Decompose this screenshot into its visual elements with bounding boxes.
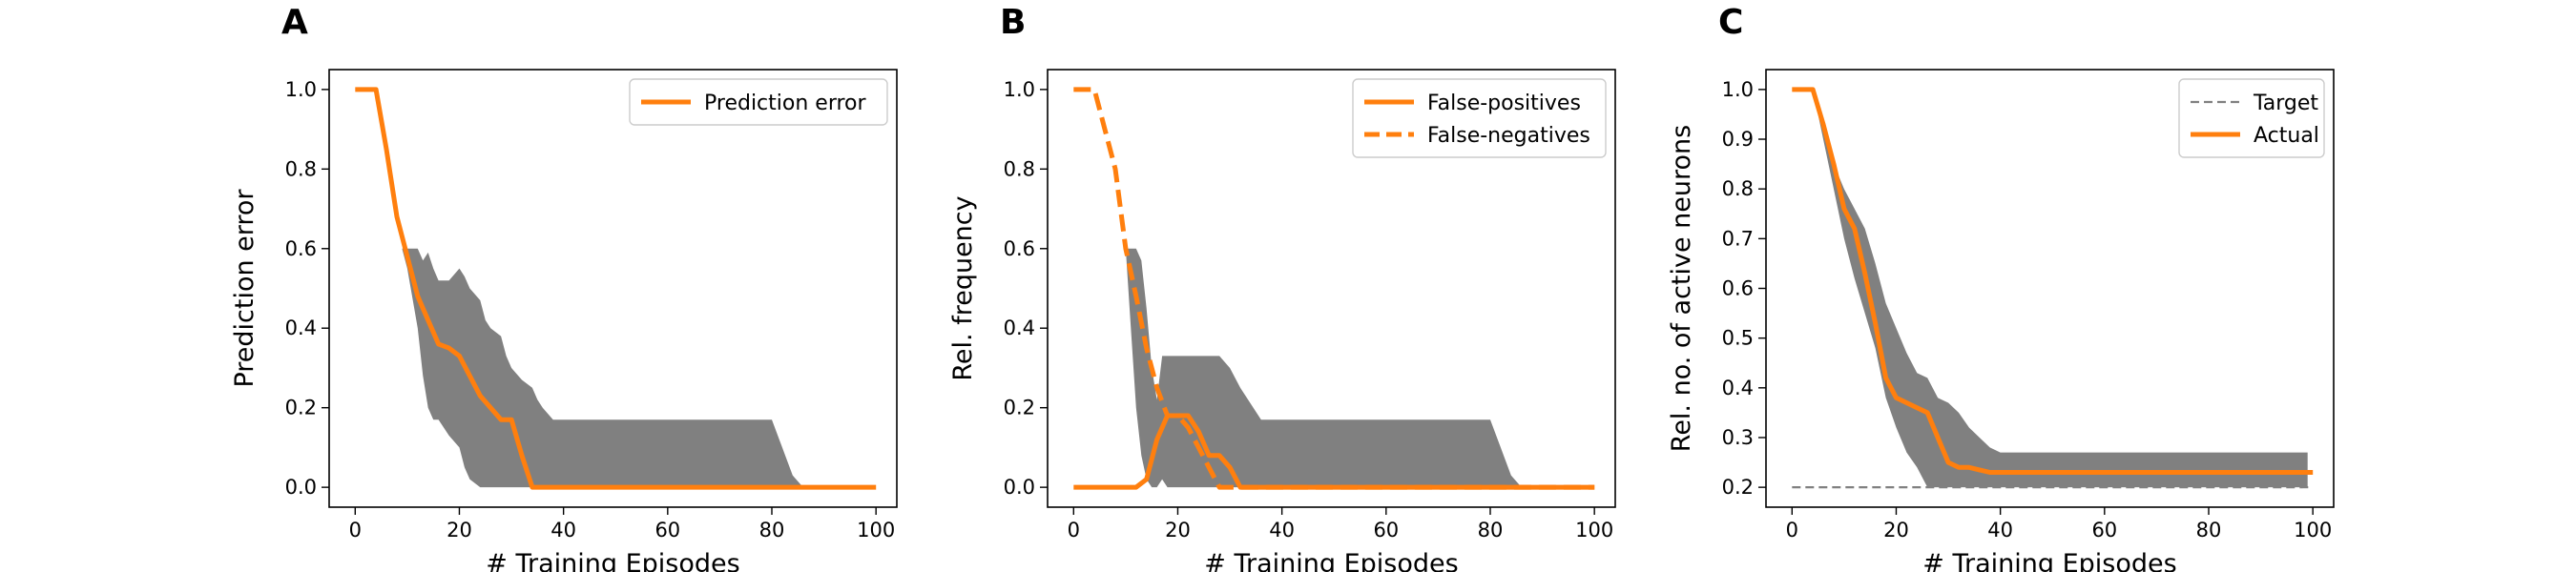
series-line-prediction-error bbox=[355, 87, 877, 490]
y-tick-label: 0.8 bbox=[1004, 157, 1035, 180]
y-tick-label: 0.9 bbox=[1722, 128, 1754, 151]
legend-label: Prediction error bbox=[704, 92, 866, 115]
y-axis-label: Rel. no. of active neurons bbox=[1667, 125, 1696, 452]
x-tick-label: 60 bbox=[2091, 519, 2117, 541]
x-tick-label: 20 bbox=[1883, 519, 1909, 541]
legend-box bbox=[629, 78, 888, 126]
axes-frame bbox=[328, 69, 898, 508]
y-axis-label: Rel. frequency bbox=[948, 195, 978, 380]
variability-band bbox=[402, 248, 803, 488]
legend-box bbox=[2178, 78, 2325, 158]
series-line-false-negatives bbox=[1073, 87, 1595, 490]
y-tick-label: 0.0 bbox=[1004, 476, 1035, 499]
x-tick-label: 20 bbox=[447, 519, 472, 541]
legend: Prediction error bbox=[629, 78, 888, 126]
y-tick-label: 0.3 bbox=[1722, 426, 1754, 449]
x-tick-label: 100 bbox=[1575, 519, 1613, 541]
y-tick-label: 0.4 bbox=[1004, 317, 1035, 339]
y-axis-label: Prediction error bbox=[230, 189, 260, 388]
y-tick-label: 0.8 bbox=[1722, 177, 1754, 200]
x-tick-label: 40 bbox=[551, 519, 576, 541]
y-tick-label: 0.2 bbox=[1004, 397, 1035, 419]
y-tick-label: 0.6 bbox=[285, 237, 317, 260]
x-tick-label: 40 bbox=[1987, 519, 2013, 541]
x-tick-label: 80 bbox=[2196, 519, 2222, 541]
y-tick-label: 0.7 bbox=[1722, 227, 1754, 250]
x-tick-label: 40 bbox=[1269, 519, 1295, 541]
x-tick-label: 80 bbox=[1478, 519, 1504, 541]
variability-band bbox=[1125, 248, 1522, 488]
legend-label: False-negatives bbox=[1427, 124, 1590, 148]
y-tick-label: 0.8 bbox=[285, 157, 317, 180]
y-tick-label: 0.0 bbox=[285, 476, 317, 499]
legend: False-positives False-negatives bbox=[1352, 78, 1607, 158]
legend-label: False-positives bbox=[1427, 92, 1581, 115]
y-tick-label: 0.2 bbox=[285, 397, 317, 419]
x-tick-label: 20 bbox=[1165, 519, 1191, 541]
x-axis-label: # Training Episodes bbox=[1204, 549, 1458, 572]
x-axis-label: # Training Episodes bbox=[1922, 549, 2176, 572]
legend-label: Target bbox=[2253, 92, 2318, 115]
legend-box bbox=[1352, 78, 1607, 158]
y-tick-label: 0.6 bbox=[1722, 277, 1754, 300]
y-tick-label: 0.4 bbox=[1722, 377, 1754, 399]
panel-letter: C bbox=[1718, 3, 1743, 42]
x-tick-label: 0 bbox=[1068, 519, 1080, 541]
y-tick-label: 1.0 bbox=[1722, 78, 1754, 101]
panel-b: B 0 20 40 60 80 100 0.0 0.2 0.4 0.6 0.8 1.0 # Trainin… bbox=[948, 3, 1616, 572]
x-tick-label: 0 bbox=[1786, 519, 1798, 541]
legend: Target Actual bbox=[2178, 78, 2325, 158]
panel-c: C 0 20 40 60 80 100 0.2 0.3 0.4 0.5 0.6 0.7 0.8 0.9 1.0… bbox=[1667, 3, 2335, 572]
y-tick-label: 0.6 bbox=[1004, 237, 1035, 260]
x-tick-label: 100 bbox=[2294, 519, 2332, 541]
x-tick-label: 60 bbox=[1373, 519, 1399, 541]
panel-letter: A bbox=[281, 3, 308, 42]
series-line-actual bbox=[1792, 87, 2314, 475]
panel-letter: B bbox=[1000, 3, 1026, 42]
x-tick-label: 60 bbox=[654, 519, 680, 541]
y-tick-label: 1.0 bbox=[285, 78, 317, 101]
x-tick-label: 0 bbox=[349, 519, 362, 541]
x-tick-label: 100 bbox=[857, 519, 895, 541]
y-tick-label: 1.0 bbox=[1004, 78, 1035, 101]
y-tick-label: 0.2 bbox=[1722, 476, 1754, 499]
axes-frame bbox=[1047, 69, 1616, 508]
panel-a: A 0 20 40 60 80 100 0.0 0.2 0.4 0.6 0.8 1.0 # Trainin… bbox=[230, 3, 898, 572]
series-line-false-positives bbox=[1073, 413, 1595, 490]
y-tick-label: 0.5 bbox=[1722, 327, 1754, 350]
x-axis-label: # Training Episodes bbox=[486, 549, 739, 572]
y-tick-label: 0.4 bbox=[285, 317, 317, 339]
x-tick-label: 80 bbox=[759, 519, 785, 541]
legend-label: Actual bbox=[2254, 124, 2319, 148]
